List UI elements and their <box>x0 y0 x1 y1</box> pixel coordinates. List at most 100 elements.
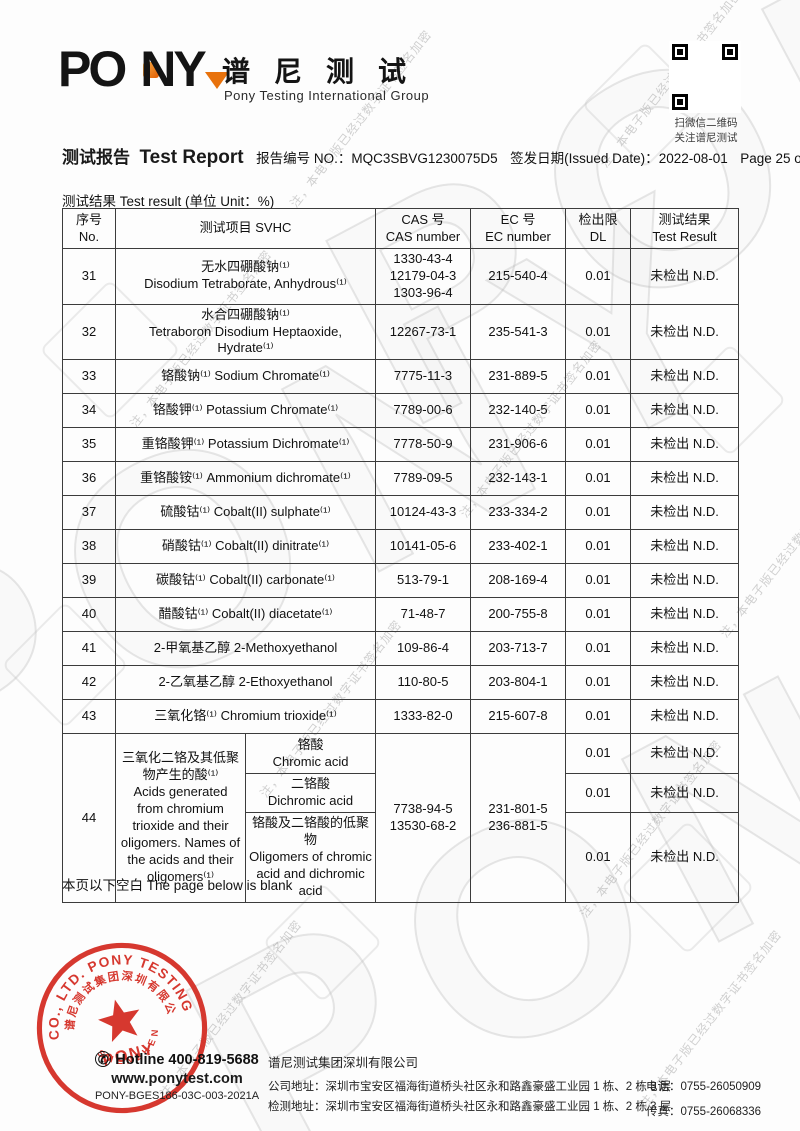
table-row: 42 2-乙氧基乙醇 2-Ethoxyethanol 110-80-5 203-804… <box>62 665 740 701</box>
cell-no: 33 <box>62 359 116 395</box>
contact-block: 电话：0755-26050909 传真：0755-26068336 <box>646 1074 761 1128</box>
document-code: PONY-BGES186-03C-003-2021A <box>94 1090 260 1102</box>
cell-cas: 7789-00-6 <box>375 393 472 429</box>
cell-result: 未检出 N.D. <box>630 359 740 395</box>
logo-letter-y: Y <box>173 44 229 94</box>
cell-dl: 0.01 <box>565 631 632 667</box>
cell-ec: 200-755-8 <box>470 597 567 633</box>
cell-item: 2-甲氧基乙醇 2-Methoxyethanol <box>114 631 377 667</box>
cell-item: 硝酸钴⁽¹⁾ Cobalt(II) dinitrate⁽¹⁾ <box>114 529 377 565</box>
cell-cas: 10124-43-3 <box>375 495 472 531</box>
cell-cas: 7789-09-5 <box>375 461 472 497</box>
test-result-table: 序号 No. 测试项目 SVHC CAS 号 CAS number EC 号 E… <box>62 208 740 903</box>
cell-item: 铬酸钾⁽¹⁾ Potassium Chromate⁽¹⁾ <box>114 393 377 429</box>
cell-result: 未检出 N.D. <box>630 427 740 463</box>
cell-subitem: 铬酸 Chromic acid <box>244 733 377 775</box>
cell-result: 未检出 N.D. <box>630 631 740 667</box>
table-row: 44 三氧化二铬及其低聚物产生的酸⁽¹⁾ Acids generated fro… <box>62 733 740 903</box>
cell-ec: 233-334-2 <box>470 495 567 531</box>
cell-item: 2-乙氧基乙醇 2-Ethoxyethanol <box>114 665 377 701</box>
qr-finder-icon <box>672 44 688 60</box>
issued-date-label: 签发日期(Issued Date)： <box>510 151 659 166</box>
cell-cas: 7778-50-9 <box>375 427 472 463</box>
cell-no: 38 <box>62 529 116 565</box>
header-cas: CAS 号 CAS number <box>375 208 472 249</box>
cell-cas: 110-80-5 <box>375 665 472 701</box>
cell-item: 铬酸钠⁽¹⁾ Sodium Chromate⁽¹⁾ <box>114 359 377 395</box>
fax: 传真：0755-26068336 <box>646 1106 762 1118</box>
cell-item: 水合四硼酸钠⁽¹⁾ Tetraboron Disodium Heptaoxide… <box>114 303 377 361</box>
table-row: 43 三氧化铬⁽¹⁾ Chromium trioxide⁽¹⁾ 1333-82-0 2… <box>62 699 740 735</box>
cell-item: 硫酸钴⁽¹⁾ Cobalt(II) sulphate⁽¹⁾ <box>114 495 377 531</box>
website-link: www.ponytest.com <box>111 1071 243 1087</box>
telephone: 电话：0755-26050909 <box>646 1081 762 1093</box>
cell-ec: 231-801-5 236-881-5 <box>470 733 567 903</box>
cell-result: 未检出 N.D. <box>630 733 740 775</box>
cell-result: 未检出 N.D. <box>630 597 740 633</box>
cell-ec: 232-140-5 <box>470 393 567 429</box>
table-row: 二铬酸 Dichromic acid 0.01 未检出 N.D. <box>63 773 740 814</box>
qr-finder-icon <box>722 44 738 60</box>
cell-subitem: 二铬酸 Dichromic acid <box>244 773 377 814</box>
cell-item: 重铬酸钾⁽¹⁾ Potassium Dichromate⁽¹⁾ <box>114 427 377 463</box>
report-title-zh: 测试报告 <box>62 148 130 167</box>
cell-item: 重铬酸铵⁽¹⁾ Ammonium dichromate⁽¹⁾ <box>114 461 377 497</box>
cell-cas: 71-48-7 <box>375 597 472 633</box>
cell-ec: 215-540-4 <box>470 248 567 305</box>
cell-result: 未检出 N.D. <box>630 529 740 565</box>
cell-no: 39 <box>62 563 116 599</box>
table-row-44: 44 三氧化二铬及其低聚物产生的酸⁽¹⁾ Acids generated fro… <box>62 733 740 903</box>
cell-result: 未检出 N.D. <box>630 393 740 429</box>
cell-cas: 12267-73-1 <box>375 303 472 361</box>
cell-result: 未检出 N.D. <box>630 773 740 814</box>
cell-result: 未检出 N.D. <box>630 665 740 701</box>
table-row: 32 水合四硼酸钠⁽¹⁾ Tetraboron Disodium Heptaoxi… <box>62 303 740 361</box>
cell-item: 三氧化铬⁽¹⁾ Chromium trioxide⁽¹⁾ <box>114 699 377 735</box>
cell-dl: 0.01 <box>565 303 632 361</box>
cell-dl: 0.01 <box>565 563 632 599</box>
logo-orange-triangle-icon <box>204 72 229 89</box>
header-dl: 检出限 DL <box>565 208 632 249</box>
cell-cas: 109-86-4 <box>375 631 472 667</box>
cell-item: 醋酸钴⁽¹⁾ Cobalt(II) diacetate⁽¹⁾ <box>114 597 377 633</box>
cell-cas: 1333-82-0 <box>375 699 472 735</box>
cell-ec: 235-541-3 <box>470 303 567 361</box>
svg-text:CO., LTD. PONY TESTING GROU: CO., LTD. PONY TESTING GROUP <box>18 924 196 1051</box>
cell-result: 未检出 N.D. <box>630 812 740 903</box>
page-blank-note: 本页以下空白 The page below is blank <box>62 878 293 893</box>
table-row: 34 铬酸钾⁽¹⁾ Potassium Chromate⁽¹⁾ 7789-00-6 2… <box>62 393 740 429</box>
cell-item: 无水四硼酸钠⁽¹⁾ Disodium Tetraborate, Anhydrou… <box>114 248 377 305</box>
table-row: 39 碳酸钴⁽¹⁾ Cobalt(II) carbonate⁽¹⁾ 513-79-1… <box>62 563 740 599</box>
table-row: 33 铬酸钠⁽¹⁾ Sodium Chromate⁽¹⁾ 7775-11-3 231-… <box>62 359 740 395</box>
report-title-en: Test Report <box>139 147 244 168</box>
cell-dl: 0.01 <box>565 461 632 497</box>
table-row: 37 硫酸钴⁽¹⁾ Cobalt(II) sulphate⁽¹⁾ 10124-43-… <box>62 495 740 531</box>
cell-result: 未检出 N.D. <box>630 699 740 735</box>
seal-outer-ring <box>36 942 208 1114</box>
table-row: 31 无水四硼酸钠⁽¹⁾ Disodium Tetraborate, Anhydr… <box>62 248 740 305</box>
cell-ec: 203-713-7 <box>470 631 567 667</box>
cell-dl: 0.01 <box>565 248 632 305</box>
cell-result: 未检出 N.D. <box>630 563 740 599</box>
cell-no: 37 <box>62 495 116 531</box>
cell-result: 未检出 N.D. <box>630 303 740 361</box>
cell-ec: 233-402-1 <box>470 529 567 565</box>
cell-cas: 513-79-1 <box>375 563 472 599</box>
company-address: 公司地址：深圳市宝安区福海街道桥头社区永和路鑫豪盛工业园 1 栋、2 栋 3 层 <box>268 1081 672 1093</box>
logo-chinese-name: 谱尼测试 <box>222 56 431 87</box>
table-row: 铬酸及二铬酸的低聚物 Oligomers of chromic acid and… <box>63 812 740 903</box>
testing-address: 检测地址：深圳市宝安区福海街道桥头社区永和路鑫豪盛工业园 1 栋、2 栋 3 层 <box>268 1101 672 1113</box>
cell-no: 42 <box>62 665 116 701</box>
report-no-value: MQC3SBVG1230075D5 <box>351 151 498 166</box>
header-ec: EC 号 EC number <box>470 208 567 249</box>
table-row: 36 重铬酸铵⁽¹⁾ Ammonium dichromate⁽¹⁾ 7789-09-… <box>62 461 740 497</box>
seal-outer-text: CO., LTD. PONY TESTING GROUP <box>18 924 196 1051</box>
hotline-row: ✆ Hotline 400-819-5688 <box>62 1051 292 1068</box>
qr-finder-icon <box>672 94 688 110</box>
hotline-number: Hotline 400-819-5688 <box>115 1052 259 1068</box>
page-indicator: Page 25 of 50 <box>740 151 800 166</box>
cell-result: 未检出 N.D. <box>630 495 740 531</box>
cell-dl: 0.01 <box>565 393 632 429</box>
